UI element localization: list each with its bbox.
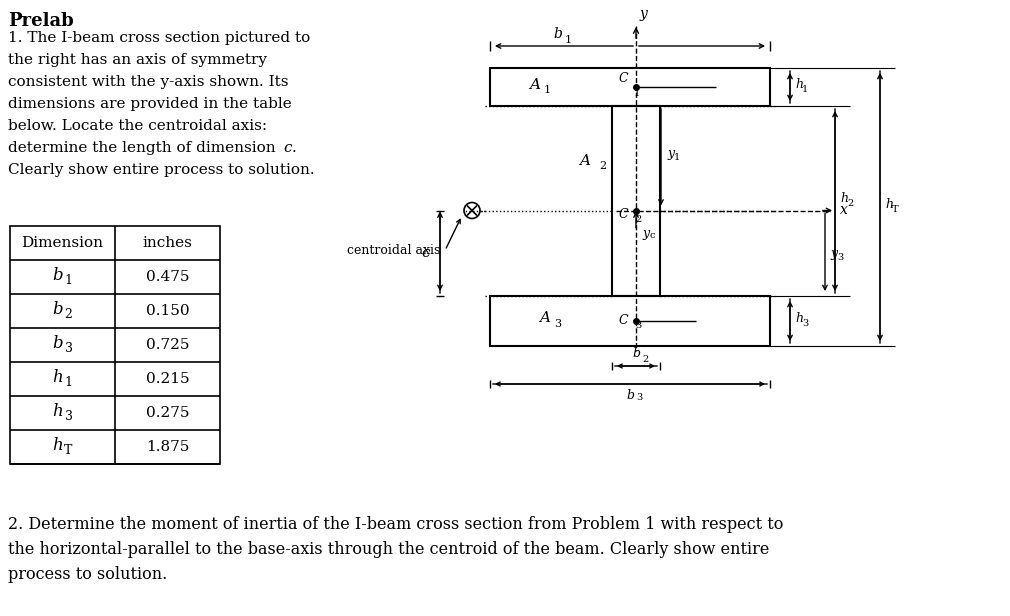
Text: consistent with the y-axis shown. Its: consistent with the y-axis shown. Its: [8, 75, 289, 89]
Text: 2: 2: [65, 309, 73, 322]
Text: 3: 3: [802, 320, 808, 328]
Text: y: y: [642, 227, 649, 240]
Text: h: h: [840, 192, 848, 206]
Text: 2: 2: [642, 355, 648, 364]
Text: T: T: [65, 445, 73, 458]
Text: 1: 1: [65, 376, 73, 389]
Text: y: y: [667, 147, 674, 160]
Text: 1: 1: [565, 35, 572, 45]
Text: 0.275: 0.275: [145, 406, 189, 420]
Text: c: c: [283, 141, 292, 155]
Text: h: h: [53, 402, 63, 419]
Text: A: A: [579, 154, 590, 168]
Text: 0.475: 0.475: [145, 270, 189, 284]
Text: 3: 3: [635, 320, 641, 330]
Text: h: h: [885, 198, 893, 211]
Text: 1: 1: [674, 153, 681, 162]
Text: 3: 3: [65, 342, 73, 355]
Text: C: C: [618, 315, 628, 328]
Text: 1.875: 1.875: [145, 440, 189, 454]
Text: dimensions are provided in the table: dimensions are provided in the table: [8, 97, 292, 111]
Text: 0.725: 0.725: [145, 338, 189, 352]
Bar: [612, 106, 660, 296]
Text: h: h: [795, 312, 803, 325]
Text: Clearly show entire process to solution.: Clearly show entire process to solution.: [8, 163, 315, 177]
Text: b: b: [553, 27, 563, 41]
Text: T: T: [892, 206, 899, 214]
Text: b: b: [626, 389, 634, 402]
Text: A: A: [529, 78, 540, 92]
Text: 1: 1: [802, 86, 808, 94]
Text: b: b: [53, 334, 63, 352]
Text: x: x: [840, 203, 847, 217]
Text: centroidal axis: centroidal axis: [346, 244, 440, 257]
Text: 2: 2: [847, 200, 853, 208]
Text: Prelab: Prelab: [8, 12, 74, 30]
Text: inches: inches: [142, 236, 193, 250]
Text: .: .: [292, 141, 297, 155]
Text: 2: 2: [635, 214, 641, 224]
Text: 1: 1: [65, 275, 73, 288]
Text: Dimension: Dimension: [21, 236, 103, 250]
Text: h: h: [795, 78, 803, 92]
Bar: [490, 68, 770, 106]
Text: A: A: [539, 311, 550, 325]
Text: 2. Determine the moment of inertia of the I-beam cross section from Problem 1 wi: 2. Determine the moment of inertia of th…: [8, 516, 784, 583]
Text: 3: 3: [636, 393, 642, 402]
Text: 3: 3: [65, 410, 73, 424]
Text: y: y: [640, 7, 647, 21]
Text: b: b: [632, 347, 640, 360]
Text: 3: 3: [554, 319, 562, 329]
Text: c: c: [421, 246, 430, 260]
Text: determine the length of dimension: determine the length of dimension: [8, 141, 281, 155]
Text: b: b: [53, 301, 63, 317]
Text: 1: 1: [634, 89, 640, 98]
Text: b: b: [53, 267, 63, 283]
Text: h: h: [53, 368, 63, 386]
Text: h: h: [53, 437, 63, 453]
Text: 1: 1: [544, 85, 551, 95]
Bar: [10, 226, 220, 464]
Text: the right has an axis of symmetry: the right has an axis of symmetry: [8, 53, 267, 67]
Text: y: y: [830, 247, 837, 260]
Text: C: C: [618, 208, 628, 222]
Text: 0.150: 0.150: [145, 304, 189, 318]
Text: 0.215: 0.215: [145, 372, 189, 386]
Text: 2: 2: [599, 161, 606, 171]
Text: c: c: [649, 230, 654, 240]
Text: C: C: [618, 72, 628, 85]
Bar: [490, 296, 770, 346]
Text: below. Locate the centroidal axis:: below. Locate the centroidal axis:: [8, 119, 267, 133]
Text: 3: 3: [837, 253, 843, 262]
Text: 1. The I-beam cross section pictured to: 1. The I-beam cross section pictured to: [8, 31, 310, 45]
